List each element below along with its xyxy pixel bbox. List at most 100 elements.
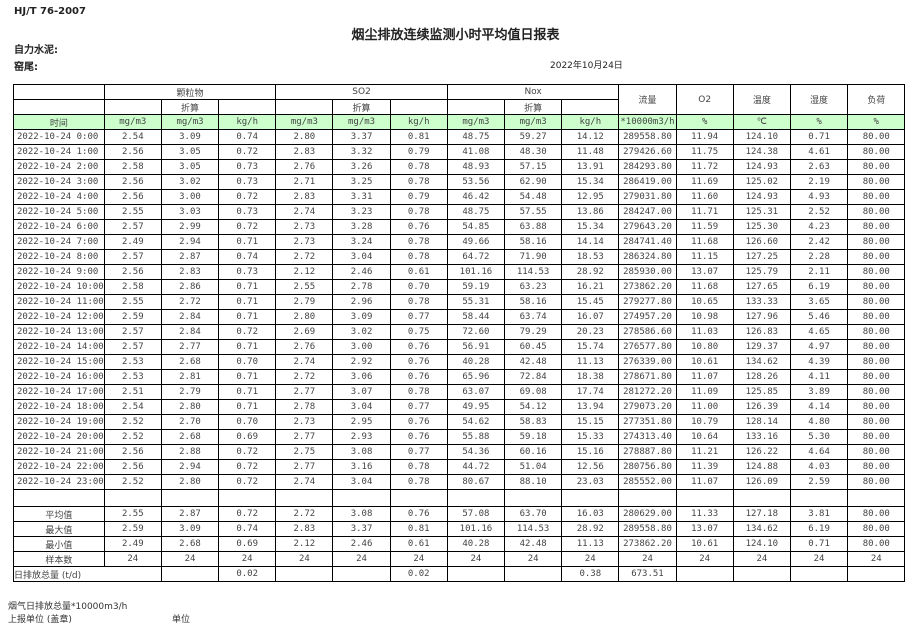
- stat-value: 0.72: [218, 506, 277, 522]
- value-cell: 11.15: [675, 249, 734, 265]
- value-cell: 124.93: [732, 189, 791, 205]
- value-cell: 0.70: [389, 279, 448, 295]
- empty-cell: [389, 489, 448, 507]
- value-cell: 279277.80: [618, 294, 677, 310]
- value-cell: 2.57: [103, 219, 162, 235]
- value-cell: 2.28: [789, 249, 849, 265]
- time-cell: 2022-10-24 1:00: [13, 144, 105, 160]
- stat-label: 最小值: [13, 536, 105, 552]
- value-cell: 0.71: [218, 279, 277, 295]
- daily-total-value: [847, 566, 906, 582]
- value-cell: 15.33: [561, 429, 620, 445]
- value-cell: 3.65: [789, 294, 849, 310]
- stat-value: 0.71: [789, 536, 849, 552]
- value-cell: 2.58: [103, 159, 162, 175]
- stat-value: 63.70: [504, 506, 563, 522]
- value-cell: 57.55: [504, 204, 563, 220]
- table-row: 2022-10-24 6:00 2.57 2.99 0.72 2.73 3.28 0.76 5…: [13, 219, 906, 235]
- value-cell: 80.00: [847, 429, 906, 445]
- stat-value: 10.61: [675, 536, 734, 552]
- value-cell: 2.73: [275, 234, 334, 250]
- value-cell: 0.77: [389, 444, 448, 460]
- value-cell: 15.74: [561, 339, 620, 355]
- value-cell: 2.84: [160, 309, 220, 325]
- value-cell: 15.34: [561, 219, 620, 235]
- value-cell: 13.91: [561, 159, 620, 175]
- value-cell: 15.45: [561, 294, 620, 310]
- units-row: 时间 mg/m3 mg/m3 kg/h mg/m3 mg/m3 kg/h mg/m3 mg/m…: [13, 114, 906, 130]
- stat-label: 平均值: [13, 506, 105, 522]
- value-cell: 2.74: [275, 354, 334, 370]
- value-cell: 88.10: [504, 474, 563, 490]
- value-cell: 14.14: [561, 234, 620, 250]
- table-row: 2022-10-24 16:00 2.53 2.81 0.71 2.72 3.06 0.76…: [13, 369, 906, 385]
- unit-cell: ℃: [732, 114, 791, 130]
- stat-value: 2.46: [332, 536, 391, 552]
- value-cell: 49.66: [446, 234, 506, 250]
- stat-value: 2.68: [160, 536, 220, 552]
- value-cell: 11.72: [675, 159, 734, 175]
- value-cell: 10.65: [675, 294, 734, 310]
- time-cell: 2022-10-24 4:00: [13, 189, 105, 205]
- stat-value: 24: [561, 551, 620, 567]
- time-cell: 2022-10-24 15:00: [13, 354, 105, 370]
- daily-total-value: [789, 566, 849, 582]
- value-cell: 62.90: [504, 174, 563, 190]
- empty-cell: [675, 489, 734, 507]
- value-cell: 3.24: [332, 234, 391, 250]
- value-cell: 2.68: [160, 354, 220, 370]
- table-row: 2022-10-24 18:00 2.54 2.80 0.71 2.78 3.04 0.77…: [13, 399, 906, 415]
- time-cell: 2022-10-24 18:00: [13, 399, 105, 415]
- value-cell: 2.51: [103, 384, 162, 400]
- value-cell: 3.89: [789, 384, 849, 400]
- value-cell: 2.54: [103, 399, 162, 415]
- unit-cell: mg/m3: [275, 114, 334, 130]
- empty-cell: [275, 489, 334, 507]
- empty-cell: [103, 489, 162, 507]
- time-cell: 2022-10-24 11:00: [13, 294, 105, 310]
- group-header-row: 颗粒物 SO2 Nox 流量 O2 温度 湿度 负荷: [13, 84, 906, 115]
- value-cell: 80.00: [847, 339, 906, 355]
- stat-value: 24: [618, 551, 677, 567]
- stat-value: 24: [103, 551, 162, 567]
- value-cell: 279031.80: [618, 189, 677, 205]
- value-cell: 2.74: [275, 474, 334, 490]
- stat-value: 134.62: [732, 521, 791, 537]
- value-cell: 2.52: [103, 414, 162, 430]
- value-cell: 11.68: [675, 234, 734, 250]
- value-cell: 0.76: [389, 429, 448, 445]
- table-row: 2022-10-24 3:00 2.56 3.02 0.73 2.71 3.25 0.78 5…: [13, 174, 906, 190]
- value-cell: 2.78: [332, 279, 391, 295]
- value-cell: 0.72: [218, 219, 277, 235]
- value-cell: 4.14: [789, 399, 849, 415]
- time-cell: 2022-10-24 0:00: [13, 129, 105, 145]
- report-date: 2022年10月24日: [550, 61, 623, 71]
- value-cell: 2.86: [160, 279, 220, 295]
- unit-cell: mg/m3: [504, 114, 563, 130]
- value-cell: 16.07: [561, 309, 620, 325]
- value-cell: 80.00: [847, 174, 906, 190]
- value-cell: 80.00: [847, 324, 906, 340]
- group-so2: SO2: [275, 84, 448, 100]
- value-cell: 0.72: [218, 324, 277, 340]
- value-cell: 279073.20: [618, 399, 677, 415]
- value-cell: 4.65: [789, 324, 849, 340]
- value-cell: 10.98: [675, 309, 734, 325]
- value-cell: 18.53: [561, 249, 620, 265]
- value-cell: 80.00: [847, 219, 906, 235]
- value-cell: 127.65: [732, 279, 791, 295]
- stat-row: 最小值 2.49 2.68 0.69 2.12 2.46 0.61 40.28 42.48 11.…: [13, 536, 906, 552]
- value-cell: 2.70: [160, 414, 220, 430]
- value-cell: 0.76: [389, 219, 448, 235]
- stat-value: 0.74: [218, 521, 277, 537]
- value-cell: 3.06: [332, 369, 391, 385]
- value-cell: 41.08: [446, 144, 506, 160]
- value-cell: 2.83: [275, 144, 334, 160]
- value-cell: 0.70: [218, 354, 277, 370]
- value-cell: 2.57: [103, 339, 162, 355]
- value-cell: 2.57: [103, 324, 162, 340]
- value-cell: 3.09: [332, 309, 391, 325]
- value-cell: 0.73: [218, 204, 277, 220]
- value-cell: 2.55: [103, 294, 162, 310]
- value-cell: 4.03: [789, 459, 849, 475]
